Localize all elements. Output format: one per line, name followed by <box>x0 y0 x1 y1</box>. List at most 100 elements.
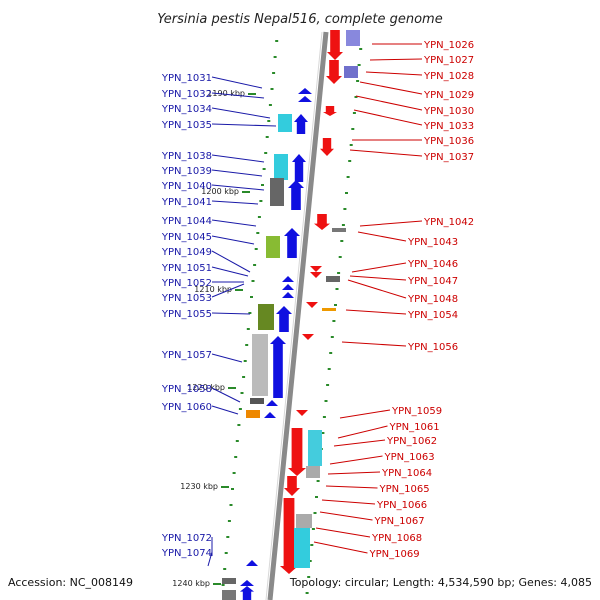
reverse-gene-arrow <box>306 302 318 308</box>
label-leader-line <box>211 92 265 99</box>
label-leader-line <box>351 262 407 273</box>
gene-label-left: YPN_1052 <box>161 278 212 289</box>
gene-label-left: YPN_1045 <box>161 232 212 243</box>
scale-tick <box>264 152 268 154</box>
gene-box <box>306 466 320 478</box>
scale-tick <box>326 384 330 386</box>
scale-tick <box>311 528 315 530</box>
scale-tick <box>307 576 311 578</box>
label-leader-line <box>211 123 277 127</box>
label-leader-line <box>345 309 407 315</box>
scale-tick <box>270 88 274 90</box>
label-leader-line <box>211 235 255 245</box>
reverse-gene-arrow <box>280 498 298 574</box>
scale-tick <box>221 584 225 586</box>
gene-label-left: YPN_1031 <box>161 73 212 84</box>
scale-label-tick <box>228 387 236 389</box>
scale-label-tick <box>248 93 256 95</box>
scale-tick <box>321 432 325 434</box>
scale-tick <box>308 560 312 562</box>
gene-label-right: YPN_1056 <box>407 342 458 353</box>
label-leader-line <box>211 184 265 191</box>
scale-tick <box>348 160 352 162</box>
gene-label-left: YPN_1040 <box>161 181 212 192</box>
forward-gene-arrow <box>264 412 276 418</box>
scale-tick <box>305 592 309 594</box>
label-leader-line <box>359 81 423 95</box>
scale-tick <box>226 536 230 538</box>
scale-label: 1210 kbp <box>194 285 232 294</box>
gene-box <box>296 514 312 528</box>
forward-gene-arrow <box>240 586 254 600</box>
label-leader-line <box>325 485 378 489</box>
scale-tick <box>346 176 350 178</box>
scale-tick <box>232 472 236 474</box>
scale-tick <box>259 200 263 202</box>
gene-label-left: YPN_1038 <box>161 151 212 162</box>
scale-tick <box>275 40 279 42</box>
scale-tick <box>327 368 331 370</box>
label-leader-line <box>211 387 241 403</box>
gene-box <box>322 308 336 311</box>
gene-label-right: YPN_1036 <box>423 136 474 147</box>
forward-gene-arrow <box>266 400 278 406</box>
scale-tick <box>335 288 339 290</box>
gene-label-right: YPN_1063 <box>384 452 435 463</box>
reverse-gene-arrow <box>310 266 322 272</box>
scale-tick <box>254 248 258 250</box>
label-leader-line <box>349 149 423 157</box>
label-leader-line <box>315 527 371 538</box>
gene-label-right: YPN_1027 <box>423 55 474 66</box>
gene-box <box>274 154 288 180</box>
gene-label-right: YPN_1064 <box>381 468 432 479</box>
scale-tick <box>240 392 244 394</box>
gene-label-right: YPN_1046 <box>407 259 458 270</box>
scale-tick <box>351 128 355 130</box>
scale-tick <box>265 136 269 138</box>
left-gene-labels: YPN_1031 YPN_1032 YPN_1034 YPN_1035 YPN_1038… <box>161 73 277 567</box>
scale-tick <box>334 304 337 306</box>
scale-tick <box>315 496 318 498</box>
gene-label-left: YPN_1041 <box>161 197 212 208</box>
scale-label-tick <box>235 289 243 291</box>
gene-label-left: YPN_1034 <box>161 104 212 115</box>
scale-tick <box>253 264 257 266</box>
gene-label-left: YPN_1060 <box>161 402 212 413</box>
label-leader-line <box>211 200 259 205</box>
gene-box <box>250 398 264 404</box>
label-leader-line <box>211 154 265 163</box>
gene-label-right: YPN_1068 <box>371 533 422 544</box>
label-leader-line <box>211 353 243 363</box>
gene-features <box>222 30 360 600</box>
scale-tick <box>238 408 242 410</box>
scale-tick <box>357 64 361 66</box>
gene-label-right: YPN_1047 <box>407 276 458 287</box>
scale-tick <box>250 296 253 298</box>
forward-gene-arrow <box>282 276 294 282</box>
forward-gene-arrow <box>282 292 294 298</box>
scale-tick <box>229 504 233 506</box>
gene-box <box>270 178 284 206</box>
scale-tick <box>224 552 228 554</box>
gene-box <box>308 430 322 466</box>
forward-gene-arrow <box>298 96 312 102</box>
gene-box <box>346 30 360 46</box>
gene-label-left: YPN_1035 <box>161 120 212 131</box>
label-leader-line <box>319 511 373 521</box>
forward-gene-arrow <box>288 180 304 210</box>
gene-box <box>294 528 310 568</box>
scale-label: 1240 kbp <box>172 579 210 588</box>
backbone-line <box>267 31 329 600</box>
forward-gene-arrow <box>292 154 306 182</box>
scale-tick <box>235 440 239 442</box>
scale-tick <box>231 488 234 490</box>
scale-label: 1190 kbp <box>207 89 245 98</box>
scale-label: 1220 kbp <box>187 383 225 392</box>
scale-tick <box>310 544 314 546</box>
accession-text: Accession: NC_008149 <box>8 576 133 589</box>
label-leader-line <box>339 409 391 419</box>
scale-tick <box>337 272 341 274</box>
scale-tick <box>261 184 264 186</box>
